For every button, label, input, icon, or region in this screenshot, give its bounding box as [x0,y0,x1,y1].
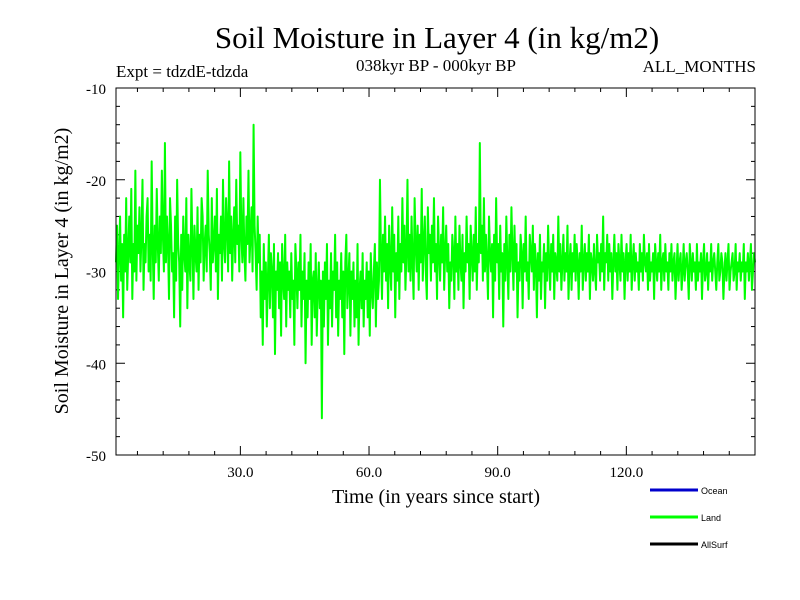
chart-subtitle-right: ALL_MONTHS [643,57,756,76]
x-tick-label: 30.0 [227,465,253,481]
chart-subtitle-center: 038kyr BP - 000kyr BP [356,56,516,75]
series-line-land [115,123,756,420]
chart-title: Soil Moisture in Layer 4 (in kg/m2) [215,20,659,55]
y-tick-label: -50 [86,449,106,465]
tick-layer: -50 -40 -30 -20 -10 30.0 60.0 90.0 120.0 [86,82,755,481]
x-tick-label: 120.0 [609,465,643,481]
legend-label-allsurf: AllSurf [701,540,728,550]
legend: Ocean Land AllSurf [650,486,728,550]
legend-label-land: Land [701,513,721,523]
chart-subtitle-left: Expt = tdzdE-tdzda [116,62,249,81]
legend-label-ocean: Ocean [701,486,728,496]
y-axis-label: Soil Moisture in Layer 4 (in kg/m2) [51,128,73,415]
x-axis-label: Time (in years since start) [332,486,540,508]
x-tick-label: 60.0 [356,465,382,481]
y-tick-label: -30 [86,266,106,282]
y-tick-label: -40 [86,357,106,373]
series-layer [115,123,756,420]
y-tick-label: -10 [86,82,106,98]
plot-frame [115,87,756,456]
y-tick-label: -20 [86,174,106,190]
x-tick-label: 90.0 [485,465,511,481]
